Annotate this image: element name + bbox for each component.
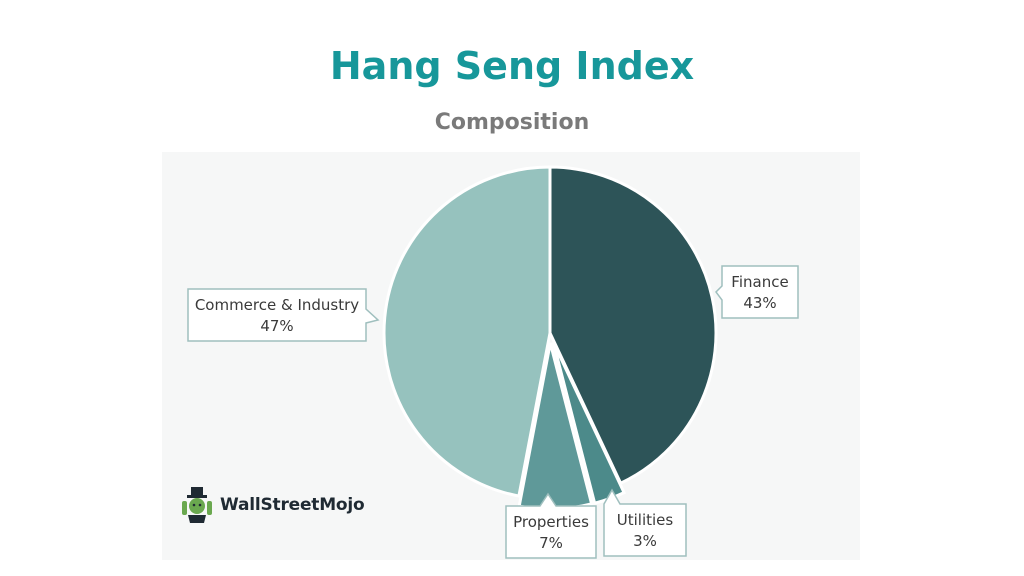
callout-box [187, 288, 380, 342]
slice-value-commerce-and-industry: 47% [260, 317, 293, 335]
slice-value-finance: 43% [743, 294, 776, 312]
slice-label-finance: Finance [731, 273, 788, 291]
chart-title: Hang Seng Index [329, 44, 695, 88]
pie-slice-commerce-and-industry [382, 165, 552, 498]
slice-value-utilities: 3% [633, 532, 657, 550]
wallstreetmojo-logo: WallStreetMojo [180, 487, 365, 523]
slice-value-properties: 7% [539, 534, 563, 552]
callout-properties: Properties 7% [505, 492, 597, 559]
slice-label-utilities: Utilities [617, 511, 674, 529]
callout-utilities: Utilities 3% [603, 488, 687, 557]
callout-box [603, 488, 687, 557]
slice-label-properties: Properties [513, 513, 589, 531]
pie-slice-finance [548, 165, 718, 486]
mascot-icon [182, 487, 212, 523]
callout-box [505, 492, 597, 559]
logo-text: WallStreetMojo [220, 495, 365, 515]
callout-commerce-and-industry: Commerce & Industry 47% [187, 288, 380, 342]
chart-subtitle: Composition [434, 110, 590, 135]
callout-box [715, 265, 799, 319]
slice-label-commerce-and-industry: Commerce & Industry [195, 296, 359, 314]
callout-finance: Finance 43% [715, 265, 799, 319]
